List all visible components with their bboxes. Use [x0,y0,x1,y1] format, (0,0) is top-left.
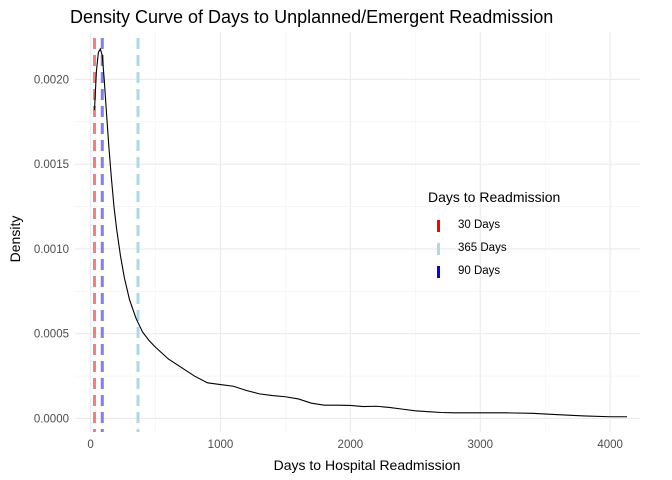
x-axis-ticks: 0 1000 2000 3000 4000 [87,439,623,451]
x-tick-label: 0 [87,439,93,451]
legend-label: 365 Days [458,242,507,254]
y-tick-label: 0.0015 [34,159,69,171]
y-axis-ticks: 0.0000 0.0005 0.0010 0.0015 0.0020 [34,74,69,425]
legend-key [437,266,440,278]
legend-title: Days to Readmission [428,189,560,205]
legend-items: 30 Days 365 Days 90 Days [437,219,507,278]
x-tick-label: 1000 [208,439,234,451]
legend-key [437,220,440,232]
x-tick-label: 2000 [338,439,364,451]
reference-lines [92,38,140,432]
y-axis-title: Density [7,216,23,263]
y-tick-label: 0.0000 [34,413,69,425]
y-tick-label: 0.0005 [34,329,69,341]
legend: Days to Readmission 30 Days 365 Days 90 Da… [428,189,560,278]
legend-key [437,243,440,255]
density-line [93,47,628,418]
x-axis-title: Days to Hospital Readmission [274,457,461,473]
density-series [93,47,628,418]
legend-label: 30 Days [458,219,500,231]
legend-label: 90 Days [458,265,500,277]
x-tick-label: 3000 [467,439,493,451]
y-tick-label: 0.0010 [34,244,69,256]
y-tick-label: 0.0020 [34,74,69,86]
x-tick-label: 4000 [597,439,623,451]
chart-title: Density Curve of Days to Unplanned/Emerg… [70,7,553,27]
gridlines [75,32,640,432]
